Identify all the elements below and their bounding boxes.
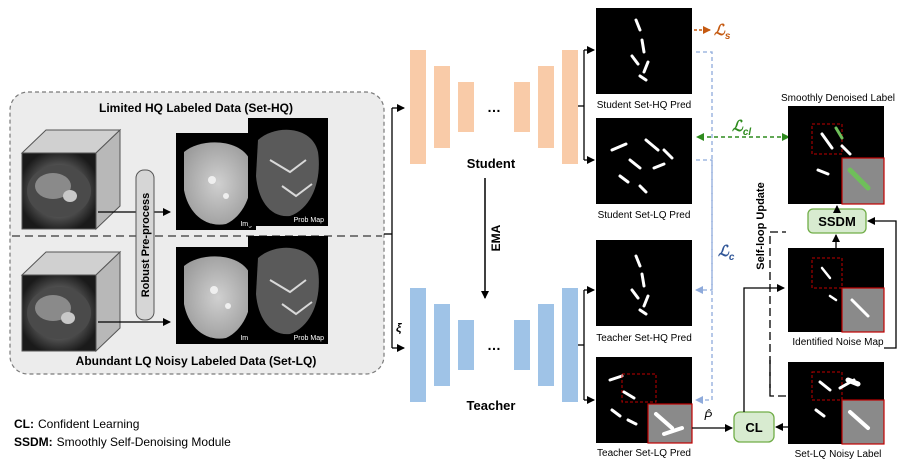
identified-noise-map-label: Identified Noise Map — [792, 337, 884, 348]
hq-prob-map: Prob Map — [248, 118, 328, 226]
legend-cl: CL: Confident Learning — [14, 417, 139, 431]
teacher-lq-pred-label: Teacher Set-LQ Pred — [597, 448, 691, 459]
teacher-network: … — [410, 288, 578, 402]
prob-map-label-hq: Prob Map — [294, 217, 324, 224]
xi-label: ξ — [396, 321, 402, 335]
hq-img: Img — [176, 133, 256, 230]
cl-to-noise-map — [743, 284, 785, 412]
img-label-hq: Img — [240, 221, 252, 228]
student-hq-pred-map — [596, 8, 692, 94]
legend-ssdm: SSDM: Smoothly Self-Denoising Module — [14, 435, 231, 449]
loss-c-label: ℒc — [718, 243, 735, 263]
identified-noise-map — [788, 248, 885, 333]
student-lq-pred-label: Student Set-LQ Pred — [598, 210, 691, 221]
loss-s-label: ℒs — [714, 22, 731, 42]
teacher-hq-pred-label: Teacher Set-HQ Pred — [596, 333, 692, 344]
set-lq-noisy-label-caption: Set-LQ Noisy Label — [795, 449, 882, 460]
set-lq-noisy-label-map — [788, 362, 885, 445]
self-loop-path — [769, 231, 786, 397]
student-hq-pred-label: Student Set-HQ Pred — [597, 100, 692, 111]
ct-volume-lq — [20, 250, 122, 353]
teacher-hq-pred-map — [596, 240, 692, 326]
cl-module — [733, 411, 775, 443]
ema-label: EMA — [489, 224, 503, 251]
student-lq-pred-map — [596, 118, 692, 204]
teacher-lq-pred-map — [596, 357, 693, 444]
cl-box-label: CL — [745, 420, 762, 435]
student-label: Student — [467, 156, 516, 171]
set-hq-title: Limited HQ Labeled Data (Set-HQ) — [99, 101, 293, 115]
ssdm-box-label: SSDM — [818, 214, 856, 229]
student-network: … — [410, 50, 578, 164]
preprocess-label: Robust Pre-process — [140, 193, 152, 298]
noisy-label-to-ssdm — [867, 217, 897, 349]
loss-c-connector-lq — [695, 159, 713, 404]
lq-img: Img — [176, 247, 256, 344]
lq-prob-map: Prob Map — [248, 236, 328, 344]
teacher-ellipsis: … — [487, 337, 501, 353]
ct-volume-hq — [20, 128, 122, 231]
preprocess-block — [135, 169, 155, 321]
p-hat-label: P̂ — [704, 408, 712, 423]
loss-c-connector-hq — [695, 51, 713, 294]
student-ellipsis: … — [487, 99, 501, 115]
prob-map-label-lq: Prob Map — [294, 335, 324, 342]
set-lq-title: Abundant LQ Noisy Labeled Data (Set-LQ) — [76, 354, 317, 368]
self-loop-label: Self-loop Update — [755, 182, 767, 269]
teacher-label: Teacher — [467, 398, 516, 413]
loss-cl-label: ℒcl — [732, 118, 751, 138]
smoothly-denoised-label: Smoothly Denoised Label — [781, 93, 895, 104]
img-label-lq: Img — [240, 335, 252, 342]
smoothly-denoised-map — [788, 106, 885, 205]
